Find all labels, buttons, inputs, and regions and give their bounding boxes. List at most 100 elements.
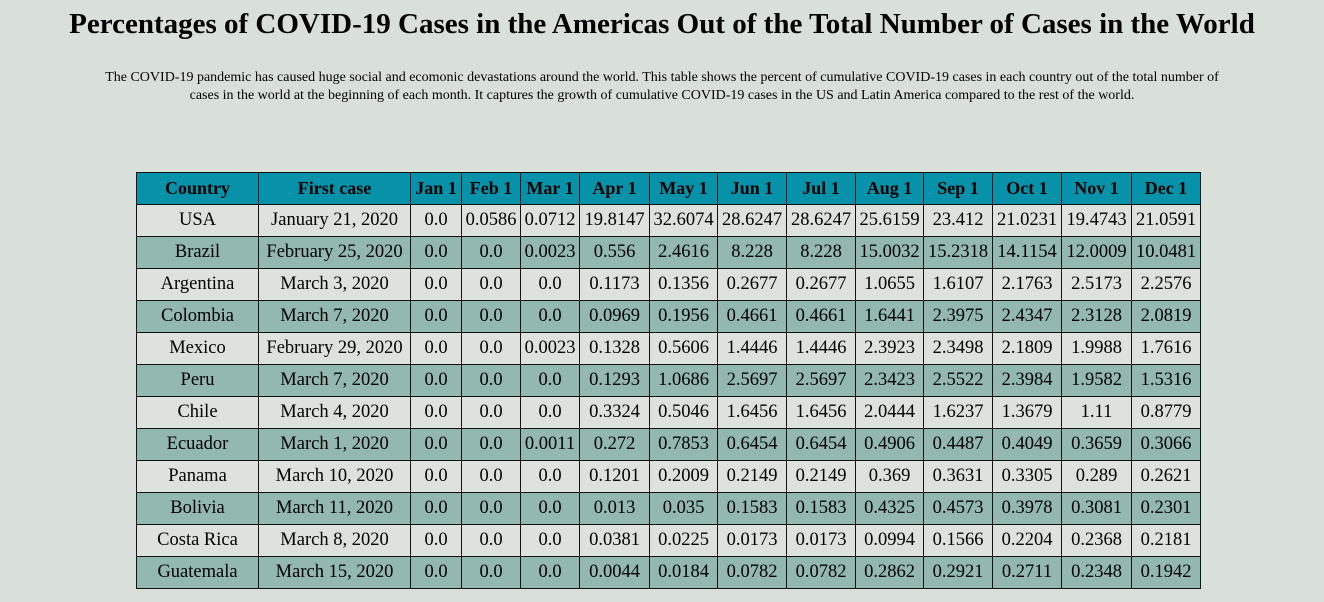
percent-cell: 0.272 — [579, 428, 650, 461]
percent-cell: 0.0782 — [717, 556, 787, 589]
percent-cell: 12.0009 — [1061, 236, 1132, 269]
percent-cell: 0.0044 — [579, 556, 650, 589]
column-header: Mar 1 — [520, 172, 580, 205]
description: The COVID-19 pandemic has caused huge so… — [105, 70, 1219, 103]
percent-cell: 2.3984 — [992, 364, 1062, 397]
percent-cell: 0.0 — [410, 332, 462, 365]
percent-cell: 2.0819 — [1131, 300, 1201, 333]
percent-cell: 0.3324 — [579, 396, 650, 429]
table-head: Country First case Jan 1 Feb 1 Mar 1 Apr 1 May… — [136, 172, 1201, 205]
percent-cell: 0.4487 — [923, 428, 993, 461]
percent-cell: 1.5316 — [1131, 364, 1201, 397]
percent-cell: 2.1763 — [992, 268, 1062, 301]
percent-cell: 1.11 — [1061, 396, 1132, 429]
table-row: Costa Rica March 8, 2020 0.0 0.0 0.0 0.0381 0.… — [136, 524, 1201, 557]
country-cell: Argentina — [136, 268, 259, 301]
percent-cell: 32.6074 — [649, 204, 718, 237]
date-cell: January 21, 2020 — [258, 204, 411, 237]
column-header: Jul 1 — [786, 172, 856, 205]
percent-cell: 1.6456 — [717, 396, 787, 429]
percent-cell: 0.2149 — [786, 460, 856, 493]
percent-cell: 0.0969 — [579, 300, 650, 333]
column-header: Aug 1 — [855, 172, 924, 205]
percent-cell: 0.0 — [461, 300, 521, 333]
percent-cell: 0.5606 — [649, 332, 718, 365]
country-cell: Brazil — [136, 236, 259, 269]
percent-cell: 0.4661 — [786, 300, 856, 333]
percent-cell: 15.0032 — [855, 236, 924, 269]
percent-cell: 0.2009 — [649, 460, 718, 493]
percent-cell: 0.0 — [461, 460, 521, 493]
table-body: USA January 21, 2020 0.0 0.0586 0.0712 19.814… — [136, 204, 1201, 589]
table-row: Colombia March 7, 2020 0.0 0.0 0.0 0.0969 0.19… — [136, 300, 1201, 333]
percent-cell: 28.6247 — [786, 204, 856, 237]
date-cell: March 7, 2020 — [258, 364, 411, 397]
country-cell: Costa Rica — [136, 524, 259, 557]
percent-cell: 0.369 — [855, 460, 924, 493]
percent-cell: 0.4573 — [923, 492, 993, 525]
percent-cell: 19.8147 — [579, 204, 650, 237]
percent-cell: 0.0225 — [649, 524, 718, 557]
percent-cell: 0.1328 — [579, 332, 650, 365]
percent-cell: 0.0 — [410, 460, 462, 493]
percent-cell: 1.0686 — [649, 364, 718, 397]
country-cell: Bolivia — [136, 492, 259, 525]
percent-cell: 1.4446 — [786, 332, 856, 365]
percent-cell: 0.0 — [520, 364, 580, 397]
percent-cell: 0.1583 — [717, 492, 787, 525]
percent-cell: 1.6441 — [855, 300, 924, 333]
percent-cell: 0.0184 — [649, 556, 718, 589]
percent-cell: 0.1356 — [649, 268, 718, 301]
percent-cell: 0.0 — [520, 268, 580, 301]
column-header: Apr 1 — [579, 172, 650, 205]
percent-cell: 0.4661 — [717, 300, 787, 333]
percent-cell: 0.0 — [461, 364, 521, 397]
percent-cell: 0.1583 — [786, 492, 856, 525]
percent-cell: 0.0 — [461, 556, 521, 589]
percent-cell: 0.7853 — [649, 428, 718, 461]
percent-cell: 2.3923 — [855, 332, 924, 365]
percent-cell: 0.289 — [1061, 460, 1132, 493]
percent-cell: 2.1809 — [992, 332, 1062, 365]
date-cell: March 15, 2020 — [258, 556, 411, 589]
date-cell: March 7, 2020 — [258, 300, 411, 333]
percent-cell: 0.4906 — [855, 428, 924, 461]
percent-cell: 0.035 — [649, 492, 718, 525]
percent-cell: 0.1942 — [1131, 556, 1201, 589]
percent-cell: 8.228 — [786, 236, 856, 269]
percent-cell: 0.0 — [461, 332, 521, 365]
percent-cell: 0.0 — [520, 524, 580, 557]
percent-cell: 0.1566 — [923, 524, 993, 557]
table-row: Brazil February 25, 2020 0.0 0.0 0.0023 0.556… — [136, 236, 1201, 269]
page-title: Percentages of COVID-19 Cases in the Ame… — [69, 8, 1255, 40]
column-header: Nov 1 — [1061, 172, 1132, 205]
table-row: Bolivia March 11, 2020 0.0 0.0 0.0 0.013 0.035… — [136, 492, 1201, 525]
percent-cell: 0.0 — [410, 268, 462, 301]
percent-cell: 1.9988 — [1061, 332, 1132, 365]
country-cell: Peru — [136, 364, 259, 397]
percent-cell: 0.4049 — [992, 428, 1062, 461]
percent-cell: 0.1201 — [579, 460, 650, 493]
column-header: May 1 — [649, 172, 718, 205]
percent-cell: 0.0 — [520, 300, 580, 333]
percent-cell: 0.0 — [520, 492, 580, 525]
table-row: Peru March 7, 2020 0.0 0.0 0.0 0.1293 1.0686 2.… — [136, 364, 1201, 397]
percent-cell: 0.3305 — [992, 460, 1062, 493]
column-header: Sep 1 — [923, 172, 993, 205]
percent-cell: 2.5697 — [786, 364, 856, 397]
country-cell: Mexico — [136, 332, 259, 365]
percent-cell: 0.0 — [520, 556, 580, 589]
percent-cell: 0.0011 — [520, 428, 580, 461]
percent-cell: 0.0 — [410, 204, 462, 237]
percent-cell: 1.0655 — [855, 268, 924, 301]
percent-cell: 0.0173 — [786, 524, 856, 557]
percent-cell: 2.5697 — [717, 364, 787, 397]
percent-cell: 0.4325 — [855, 492, 924, 525]
percent-cell: 0.0 — [410, 428, 462, 461]
date-cell: February 29, 2020 — [258, 332, 411, 365]
percent-cell: 0.0 — [520, 396, 580, 429]
percent-cell: 21.0591 — [1131, 204, 1201, 237]
column-header: Country — [136, 172, 259, 205]
percent-cell: 0.6454 — [717, 428, 787, 461]
table-row: Argentina March 3, 2020 0.0 0.0 0.0 0.1173 0.1… — [136, 268, 1201, 301]
